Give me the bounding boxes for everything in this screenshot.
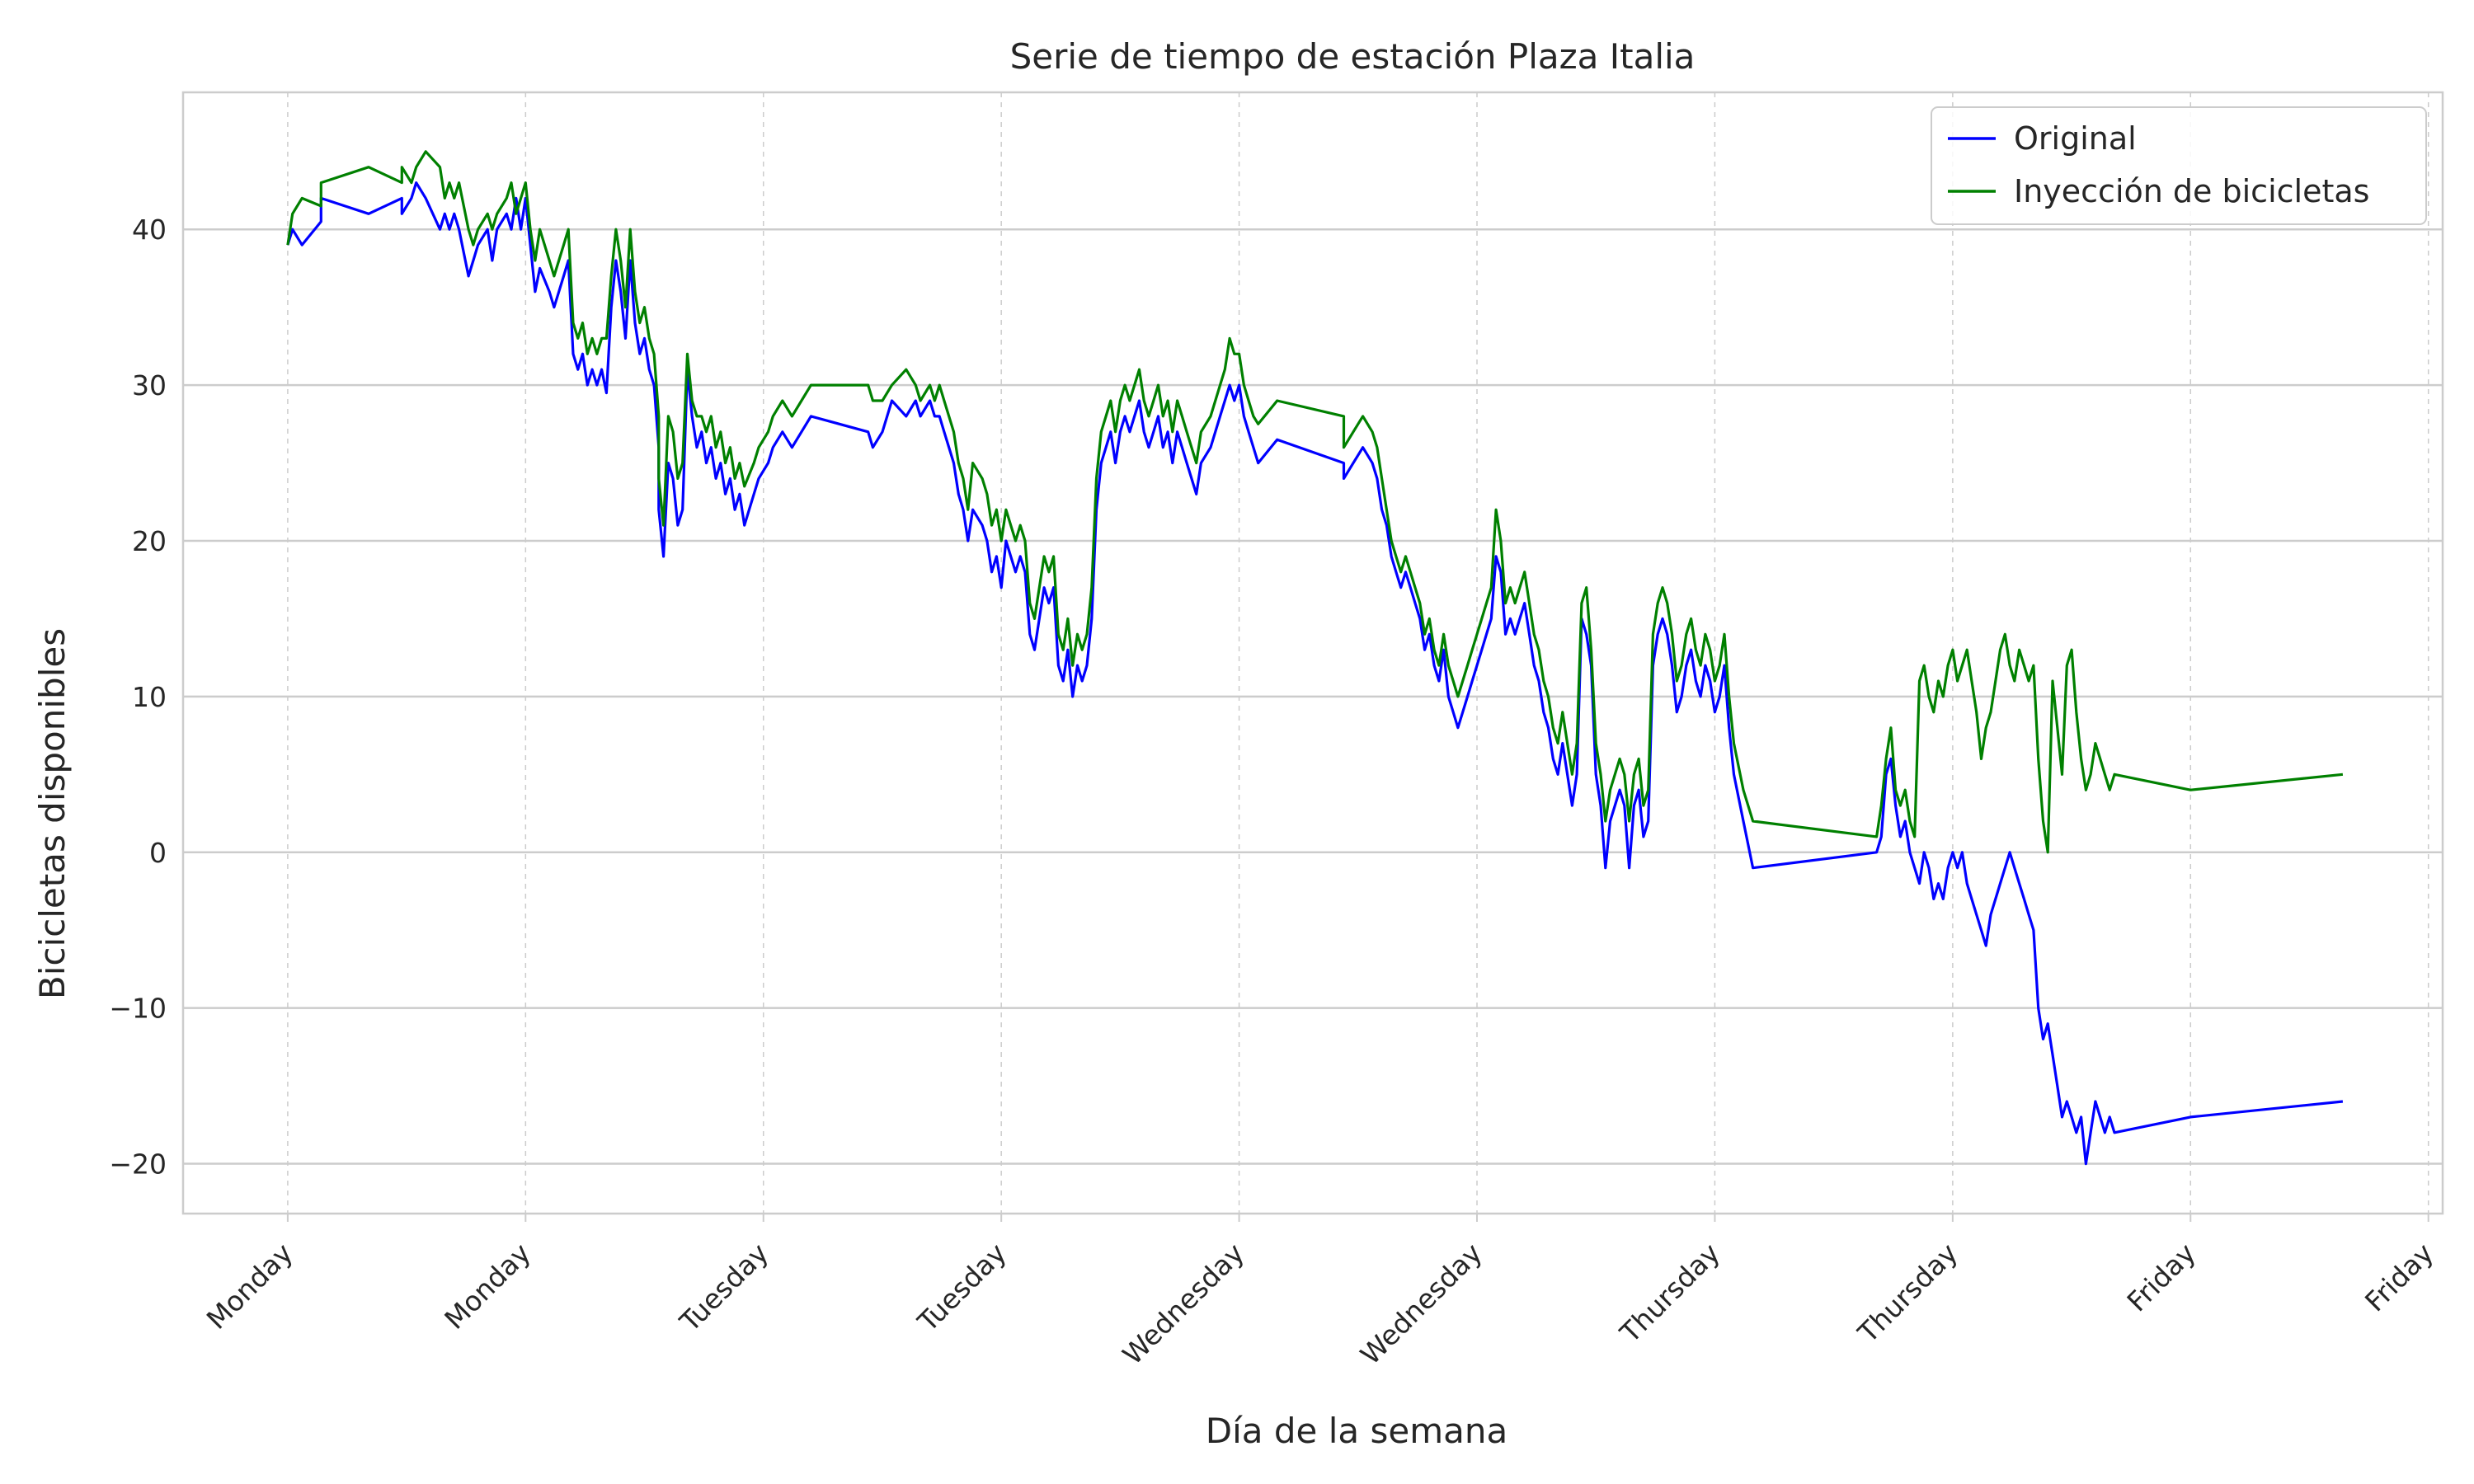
series-line-original bbox=[286, 181, 2344, 1166]
plot-frame bbox=[181, 91, 2444, 1215]
legend-label: Inyección de bicicletas bbox=[2014, 173, 2369, 209]
x-axis-label: Día de la semana bbox=[1206, 1411, 1507, 1451]
series-line-inyeccion bbox=[286, 150, 2344, 854]
chart-title: Serie de tiempo de estación Plaza Italia bbox=[1010, 36, 1696, 77]
y-axis-label: Bicicletas disponibles bbox=[32, 628, 73, 999]
y-tick-label: 0 bbox=[149, 837, 167, 869]
legend-box bbox=[1931, 106, 2427, 225]
y-tick-label: −20 bbox=[109, 1148, 167, 1181]
y-tick-label: 20 bbox=[132, 525, 167, 557]
y-tick-labels: 40 30 20 10 0 −10 −20 bbox=[109, 214, 167, 1180]
y-tick-label: 40 bbox=[132, 214, 167, 246]
y-tick-label: −10 bbox=[109, 993, 167, 1025]
grid bbox=[183, 92, 2443, 1214]
series-group bbox=[286, 150, 2344, 1166]
y-tick-label: 30 bbox=[132, 369, 167, 402]
legend-label: Original bbox=[2014, 120, 2137, 157]
y-tick-label: 10 bbox=[132, 681, 167, 713]
legend: Original Inyección de bicicletas bbox=[1931, 106, 2427, 225]
